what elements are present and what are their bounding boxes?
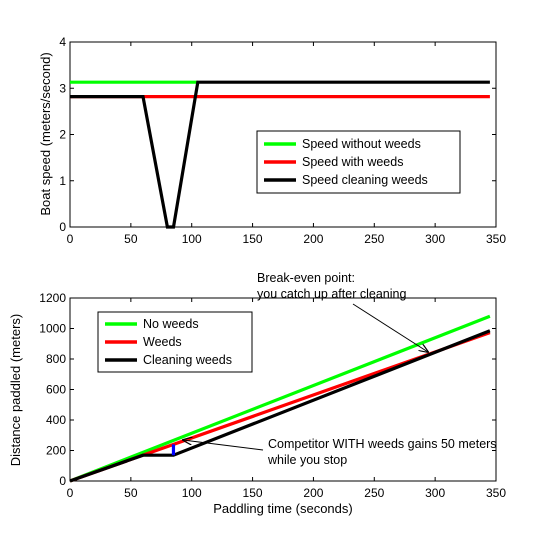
legend-label-speed-without-weeds: Speed without weeds <box>302 137 421 151</box>
speed-series-speed-cleaning-weeds <box>70 80 490 229</box>
speed-y-ticks: 0 1 2 3 4 <box>59 35 496 234</box>
distance-y-axis-label: Distance paddled (meters) <box>8 314 23 466</box>
distance-x-tick-label-4: 200 <box>303 486 323 500</box>
speed-legend: Speed without weeds Speed with weeds Spe… <box>256 130 461 194</box>
distance-x-tick-label-7: 350 <box>486 486 506 500</box>
distance-series-no-weeds <box>69 314 491 483</box>
competitor-annotation: Competitor WITH weeds gains 50 meters wh… <box>183 437 497 467</box>
legend-label-cleaning-weeds: Cleaning weeds <box>143 353 232 367</box>
legend-label-speed-with-weeds: Speed with weeds <box>302 155 403 169</box>
distance-x-tick-label-3: 150 <box>243 486 263 500</box>
distance-y-ticks: 0 200 400 600 800 1000 1200 <box>39 291 496 488</box>
distance-y-tick-label-4: 800 <box>46 352 66 366</box>
speed-x-tick-label-2: 100 <box>182 232 202 246</box>
competitor-annotation-line-2: while you stop <box>267 453 347 467</box>
speed-x-tick-label-0: 0 <box>67 232 74 246</box>
speed-series-group <box>70 80 490 229</box>
distance-legend: No weeds Weeds Cleaning weeds <box>97 311 253 373</box>
speed-x-ticks: 0 50 100 150 200 250 300 350 <box>67 42 506 246</box>
distance-x-tick-label-0: 0 <box>67 486 74 500</box>
speed-x-tick-label-6: 300 <box>425 232 445 246</box>
break-even-annotation: Break-even point: you catch up after cle… <box>257 271 428 352</box>
speed-y-tick-label-3: 3 <box>59 81 66 95</box>
speed-chart: 0 50 100 150 200 250 300 350 0 1 2 3 4 Boat speed (… <box>38 35 506 246</box>
distance-y-tick-label-1: 200 <box>46 444 66 458</box>
speed-y-tick-label-0: 0 <box>59 220 66 234</box>
speed-x-tick-label-4: 200 <box>303 232 323 246</box>
legend-label-weeds: Weeds <box>143 335 182 349</box>
speed-x-tick-label-5: 250 <box>364 232 384 246</box>
distance-x-ticks: 0 50 100 150 200 250 300 350 <box>67 298 506 500</box>
distance-y-tick-label-5: 1000 <box>39 322 66 336</box>
break-even-arrow <box>352 303 428 352</box>
speed-x-tick-label-1: 50 <box>124 232 138 246</box>
distance-series-cleaning-weeds <box>69 329 491 483</box>
distance-y-tick-label-2: 400 <box>46 413 66 427</box>
speed-y-axis-label: Boat speed (meters/second) <box>38 52 53 215</box>
speed-x-tick-label-7: 350 <box>486 232 506 246</box>
distance-x-tick-label-2: 100 <box>182 486 202 500</box>
distance-y-tick-label-6: 1200 <box>39 291 66 305</box>
distance-x-tick-label-1: 50 <box>124 486 138 500</box>
competitor-arrow <box>183 440 264 451</box>
legend-label-no-weeds: No weeds <box>143 317 199 331</box>
distance-x-tick-label-6: 300 <box>425 486 445 500</box>
distance-x-tick-label-5: 250 <box>364 486 384 500</box>
distance-series-group <box>69 314 491 483</box>
speed-x-tick-label-3: 150 <box>243 232 263 246</box>
distance-y-tick-label-0: 0 <box>59 474 66 488</box>
speed-y-tick-label-4: 4 <box>59 35 66 49</box>
distance-y-tick-label-3: 600 <box>46 383 66 397</box>
competitor-annotation-line-1: Competitor WITH weeds gains 50 meters <box>268 437 497 451</box>
speed-y-tick-label-1: 1 <box>59 174 66 188</box>
speed-y-tick-label-2: 2 <box>59 128 66 142</box>
break-even-annotation-line-1: Break-even point: <box>257 271 355 285</box>
distance-chart: 0 50 100 150 200 250 300 350 0 200 400 600 800 1000 1… <box>8 271 506 516</box>
break-even-annotation-line-2: you catch up after cleaning <box>257 287 406 301</box>
distance-x-axis-label: Paddling time (seconds) <box>213 501 352 516</box>
legend-label-speed-cleaning-weeds: Speed cleaning weeds <box>302 173 428 187</box>
